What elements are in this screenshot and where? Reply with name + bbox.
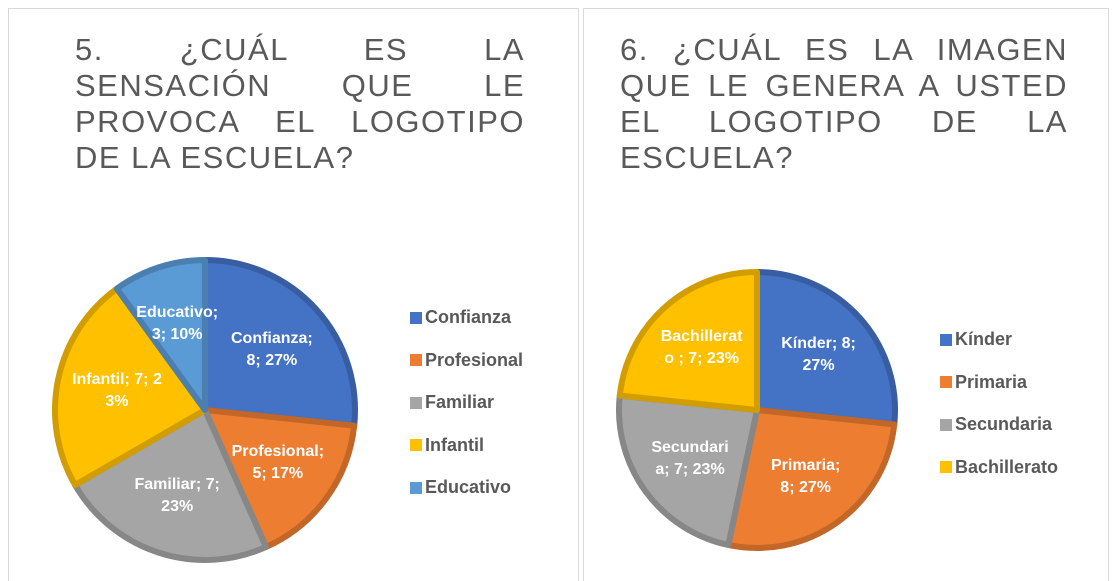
legend-label: Profesional (425, 349, 524, 370)
data-label: Bachillerato ; 7; 23% (660, 328, 743, 368)
legend-swatch (940, 376, 952, 388)
legend-item: Bachillerato (940, 457, 1058, 478)
data-label: Secundaria; 7; 23% (651, 438, 729, 478)
legend-label: Secundaria (955, 414, 1053, 434)
pie-slice (52, 285, 208, 488)
legend-item: Kínder (940, 329, 1012, 350)
data-label: Educativo; 3; 10% (136, 304, 219, 344)
legend-item: Familiar (410, 392, 494, 413)
data-label: Familiar; 7; 23% (134, 475, 220, 515)
legend-label: Infantil (425, 434, 484, 455)
pie-slice (72, 407, 270, 563)
legend-swatch (940, 418, 952, 431)
pie-slice (113, 257, 208, 413)
legend-swatch (410, 311, 422, 324)
pie-slice (754, 269, 898, 428)
legend-swatch (940, 461, 952, 473)
legend-swatch (410, 439, 422, 451)
legend-label: Kínder (955, 329, 1013, 349)
data-label: Kínder; 8; 27% (781, 334, 856, 374)
chart-title: 6. ¿CUÁL ES LA IMAGEN QUE LE GENERA A US… (620, 32, 1068, 175)
data-label: Confianza; 8; 27% (230, 329, 313, 369)
legend-item: Profesional (410, 350, 523, 371)
pie-slice (202, 407, 358, 551)
chart-title: 5. ¿CUÁL ES LA SENSACIÓN QUE LE PROVOCA … (75, 32, 525, 175)
legend-label: Bachillerato (955, 456, 1059, 477)
legend-swatch (410, 354, 422, 366)
legend-label: Primaria (955, 371, 1028, 392)
pie-slice (725, 407, 898, 551)
pie-slice (616, 269, 760, 413)
legend-label: Educativo (425, 477, 512, 497)
legend-swatch (410, 396, 422, 409)
legend-item: Confianza (410, 307, 511, 328)
legend-item: Primaria (940, 372, 1027, 393)
data-label: Profesional; 5; 17% (231, 442, 325, 482)
data-label: Infantil; 7; 23% (72, 371, 162, 411)
chart-panel (8, 8, 579, 581)
legend-swatch (410, 481, 422, 494)
legend-item: Educativo (410, 477, 511, 498)
legend-swatch (940, 333, 952, 346)
legend-item: Infantil (410, 435, 484, 456)
chart-panel (583, 8, 1109, 581)
legend-label: Familiar (425, 392, 495, 412)
pie-slice (202, 257, 358, 429)
pie-slice (616, 392, 760, 548)
legend-item: Secundaria (940, 414, 1052, 435)
legend-label: Confianza (425, 307, 512, 327)
data-label: Primaria; 8; 27% (770, 456, 841, 496)
